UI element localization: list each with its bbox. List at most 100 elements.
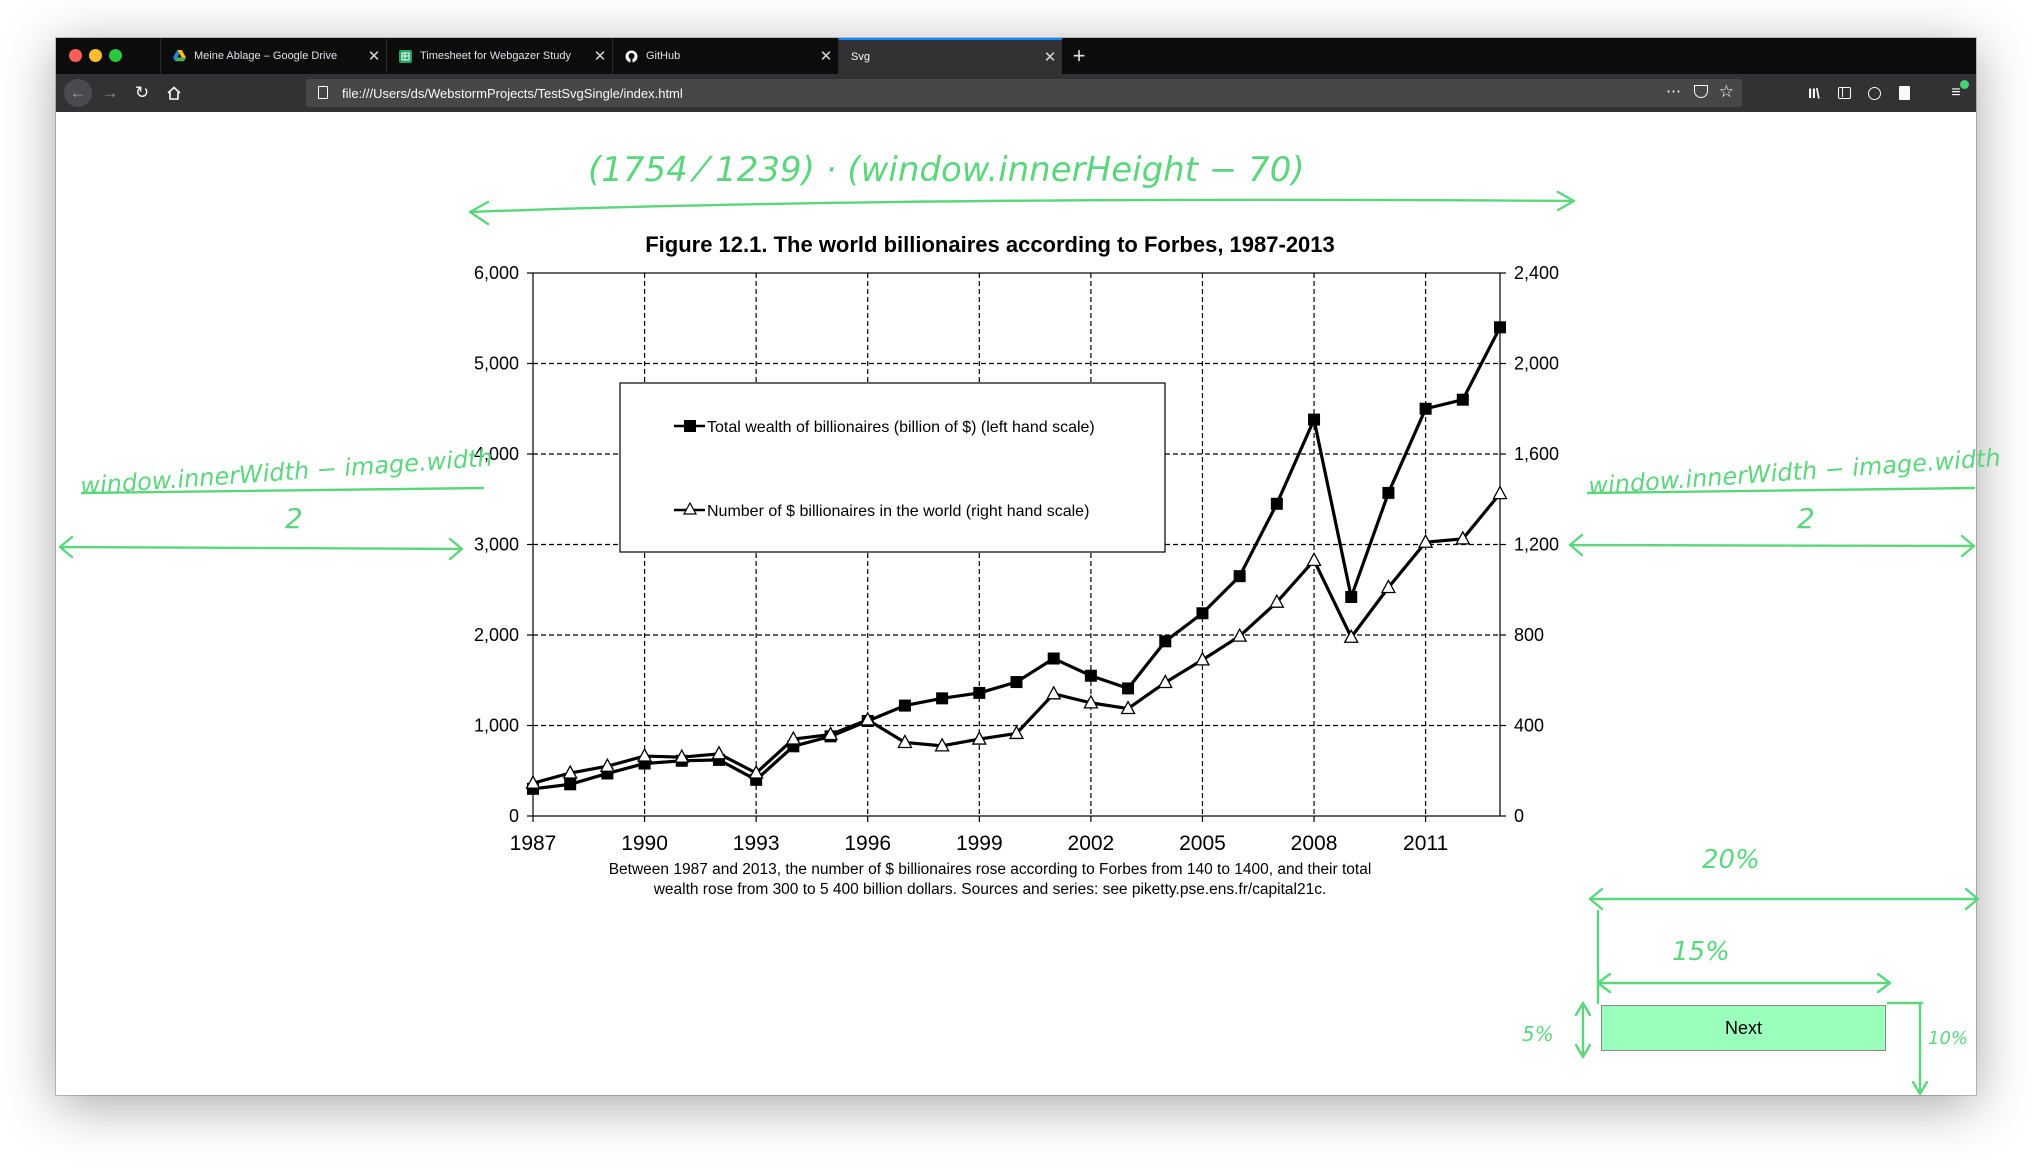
annotation-height-5: 5%: [1522, 1022, 1554, 1046]
data-point-count: [860, 711, 876, 726]
tab-timesheet[interactable]: Timesheet for Webgazer Study ✕: [386, 38, 612, 74]
data-point-count: [785, 730, 801, 745]
tab-bar: Meine Ablage – Google Drive ✕ Timesheet …: [56, 38, 1976, 74]
x-tick-label: 2005: [1179, 832, 1226, 855]
home-icon: [167, 86, 181, 100]
data-point-wealth: [1308, 413, 1321, 426]
reader-view-icon[interactable]: [1890, 79, 1918, 107]
legend-marker-wealth: [684, 420, 696, 432]
annotation-height-10: 10%: [1928, 1028, 1969, 1049]
url-bar[interactable]: file:///Users/ds/WebstormProjects/TestSv…: [306, 79, 1742, 107]
tab-label: Svg: [851, 51, 870, 63]
data-point-count: [822, 726, 839, 741]
library-icon[interactable]: II\: [1808, 85, 1820, 101]
x-tick-label: 1999: [956, 832, 1003, 855]
legend-box: [619, 382, 1166, 553]
new-tab-button[interactable]: +: [1072, 43, 1086, 68]
annotation-left-denominator: 2: [285, 502, 303, 535]
navigation-bar: ← → ↻ file:///Users/ds/WebstormProjects/…: [56, 74, 1976, 113]
google-sheets-icon: [399, 49, 412, 63]
data-point-count: [525, 774, 541, 789]
tab-github[interactable]: GitHub ✕: [612, 38, 838, 74]
github-icon: [625, 50, 638, 63]
data-point-wealth: [1270, 497, 1283, 510]
x-tick-label: 1987: [510, 832, 557, 855]
x-tick-label: 1990: [621, 832, 668, 855]
data-point-wealth: [1494, 321, 1506, 334]
data-point-wealth: [564, 778, 577, 791]
chart-title: Figure 12.1. The world billionaires acco…: [645, 232, 1335, 257]
close-icon[interactable]: ✕: [1043, 49, 1057, 66]
data-point-count: [1120, 700, 1136, 715]
y-left-tick-label: 6,000: [474, 263, 519, 283]
data-point-count: [1157, 674, 1173, 689]
y-left-tick-label: 2,000: [474, 625, 519, 645]
close-icon[interactable]: ✕: [367, 48, 381, 65]
maximize-window-icon[interactable]: [109, 49, 122, 62]
y-right-tick-label: 0: [1514, 806, 1524, 826]
y-right-tick-label: 1,600: [1514, 444, 1559, 464]
y-right-tick-label: 2,000: [1514, 354, 1559, 374]
account-icon[interactable]: [1860, 79, 1888, 107]
caption-line-2: wealth rose from 300 to 5 400 billion do…: [653, 881, 1327, 898]
tab-label: Timesheet for Webgazer Study: [420, 50, 572, 62]
back-button[interactable]: ←: [64, 79, 92, 107]
pocket-icon[interactable]: [1694, 85, 1708, 98]
legend-marker-count: [682, 501, 698, 515]
data-point-count: [971, 730, 987, 745]
data-point-wealth: [1345, 590, 1358, 603]
reload-button[interactable]: ↻: [134, 83, 150, 102]
data-point-count: [1380, 579, 1397, 594]
bookmark-star-icon[interactable]: ☆: [1718, 82, 1734, 101]
data-point-count: [599, 757, 615, 772]
sidebar-icon[interactable]: [1830, 79, 1858, 107]
page-actions-icon[interactable]: ⋯: [1666, 83, 1682, 100]
annotation-width-15: 15%: [1672, 937, 1730, 967]
data-point-wealth: [1010, 676, 1023, 689]
y-left-tick-label: 3,000: [474, 535, 519, 555]
y-left-tick-label: 1,000: [474, 716, 519, 736]
close-window-icon[interactable]: [69, 49, 82, 62]
data-point-count: [674, 748, 690, 763]
data-point-count: [1046, 685, 1062, 700]
tab-label: GitHub: [646, 50, 681, 62]
annotation-right-denominator: 2: [1797, 502, 1815, 535]
tab-svg[interactable]: Svg ✕: [838, 38, 1062, 74]
caption-line-1: Between 1987 and 2013, the number of $ b…: [608, 861, 1372, 878]
forward-button[interactable]: →: [101, 83, 119, 102]
next-button[interactable]: Next: [1601, 1005, 1886, 1051]
data-point-count: [1455, 530, 1471, 545]
data-point-count: [897, 734, 913, 749]
data-point-count: [934, 737, 950, 752]
data-point-wealth: [1233, 570, 1246, 583]
page-content: [56, 112, 1976, 1095]
y-left-tick-label: 0: [509, 806, 519, 826]
data-point-count: [1269, 593, 1285, 608]
data-point-count: [1194, 651, 1211, 666]
url-text[interactable]: file:///Users/ds/WebstormProjects/TestSv…: [342, 85, 683, 101]
tab-google-drive[interactable]: Meine Ablage – Google Drive ✕: [160, 38, 386, 74]
data-point-wealth: [1419, 402, 1432, 415]
minimize-window-icon[interactable]: [89, 49, 102, 62]
close-icon[interactable]: ✕: [819, 48, 833, 65]
y-left-tick-label: 5,000: [474, 354, 519, 374]
y-right-tick-label: 400: [1514, 716, 1544, 736]
data-point-wealth: [1084, 669, 1097, 682]
menu-icon[interactable]: ≡: [1942, 79, 1970, 107]
x-tick-label: 1996: [844, 832, 891, 855]
home-button[interactable]: [160, 79, 188, 107]
data-point-wealth: [1382, 486, 1395, 499]
page-info-icon[interactable]: [318, 86, 328, 99]
google-drive-icon: [173, 50, 186, 63]
close-icon[interactable]: ✕: [593, 48, 607, 65]
data-point-count: [1343, 628, 1359, 643]
data-point-wealth: [936, 692, 949, 705]
data-point-count: [1306, 551, 1322, 566]
legend-label-count: Number of $ billionaires in the world (r…: [707, 503, 1089, 520]
annotation-top-formula: (1754 ⁄ 1239) · (window.innerHeight − 70…: [588, 150, 1305, 190]
data-point-wealth: [1122, 682, 1135, 695]
tab-label: Meine Ablage – Google Drive: [194, 50, 338, 62]
data-point-wealth: [1047, 652, 1060, 665]
data-point-count: [711, 745, 727, 760]
